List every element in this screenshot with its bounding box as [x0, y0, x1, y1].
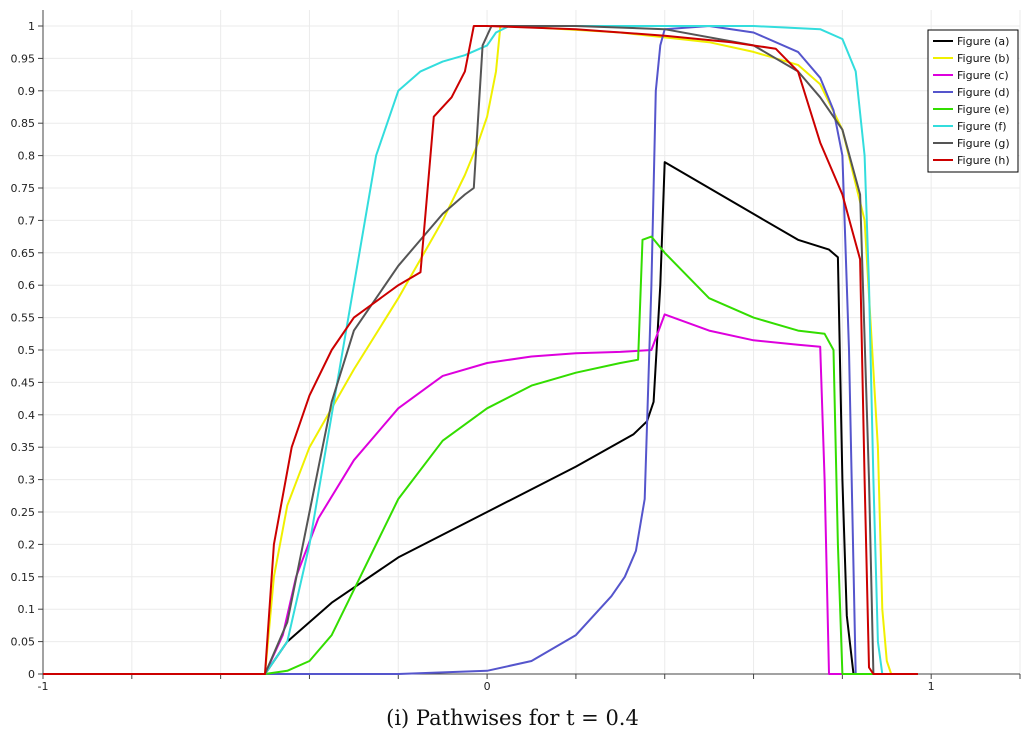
- axes: -1 0 100.050.10.150.20.250.30.350.40.450.5…: [11, 10, 1021, 693]
- y-tick-label: 0.05: [11, 636, 36, 649]
- legend-box: [927, 29, 1019, 173]
- y-tick-label: 0.35: [11, 441, 36, 454]
- y-tick-label: 1: [28, 20, 35, 33]
- y-tick-label: 0.25: [11, 506, 36, 519]
- y-tick-label: 0.95: [11, 52, 36, 65]
- series-line-3: [43, 313, 918, 675]
- y-tick-label: 0.2: [18, 538, 36, 551]
- y-tick-label: 0.55: [11, 312, 36, 325]
- legend-label: Figure (f): [957, 120, 1007, 133]
- legend-label: Figure (c): [957, 69, 1009, 82]
- legend-label: Figure (b): [957, 52, 1010, 65]
- series-lines: [43, 25, 918, 675]
- x-tick-label: 1: [928, 680, 935, 693]
- y-tick-label: 0.45: [11, 376, 36, 389]
- series-line-7: [43, 25, 918, 675]
- grid-lines: [42, 10, 1021, 674]
- y-tick-label: 0.6: [18, 279, 36, 292]
- y-tick-label: 0.7: [18, 214, 36, 227]
- legend-label: Figure (h): [957, 154, 1010, 167]
- legend-label: Figure (e): [957, 103, 1009, 116]
- y-tick-label: 0.8: [18, 150, 36, 163]
- y-tick-label: 0: [28, 668, 35, 681]
- y-tick-label: 0.15: [11, 571, 36, 584]
- legend-label: Figure (a): [957, 35, 1009, 48]
- series-line-5: [43, 235, 918, 675]
- series-line-8: [43, 25, 918, 675]
- x-tick-label: 0: [484, 680, 491, 693]
- x-tick-label: -1: [38, 680, 49, 693]
- figure-caption: (i) Pathwises for t = 0.4: [386, 706, 639, 730]
- legend-label: Figure (d): [957, 86, 1010, 99]
- pathwise-line-chart: -1 0 100.050.10.150.20.250.30.350.40.450.5…: [11, 10, 1021, 693]
- y-tick-label: 0.5: [18, 344, 36, 357]
- y-tick-label: 0.85: [11, 117, 36, 130]
- series-line-4: [43, 25, 918, 675]
- series-line-1: [43, 161, 918, 675]
- y-tick-label: 0.4: [18, 409, 36, 422]
- legend-label: Figure (g): [957, 137, 1010, 150]
- y-tick-label: 0.1: [18, 603, 36, 616]
- legend: Figure (a) Figure (b) Figure (c) Figure (d)…: [927, 29, 1019, 173]
- y-tick-label: 0.3: [18, 474, 36, 487]
- y-tick-label: 0.65: [11, 247, 36, 260]
- y-tick-label: 0.9: [18, 85, 36, 98]
- y-tick-label: 0.75: [11, 182, 36, 195]
